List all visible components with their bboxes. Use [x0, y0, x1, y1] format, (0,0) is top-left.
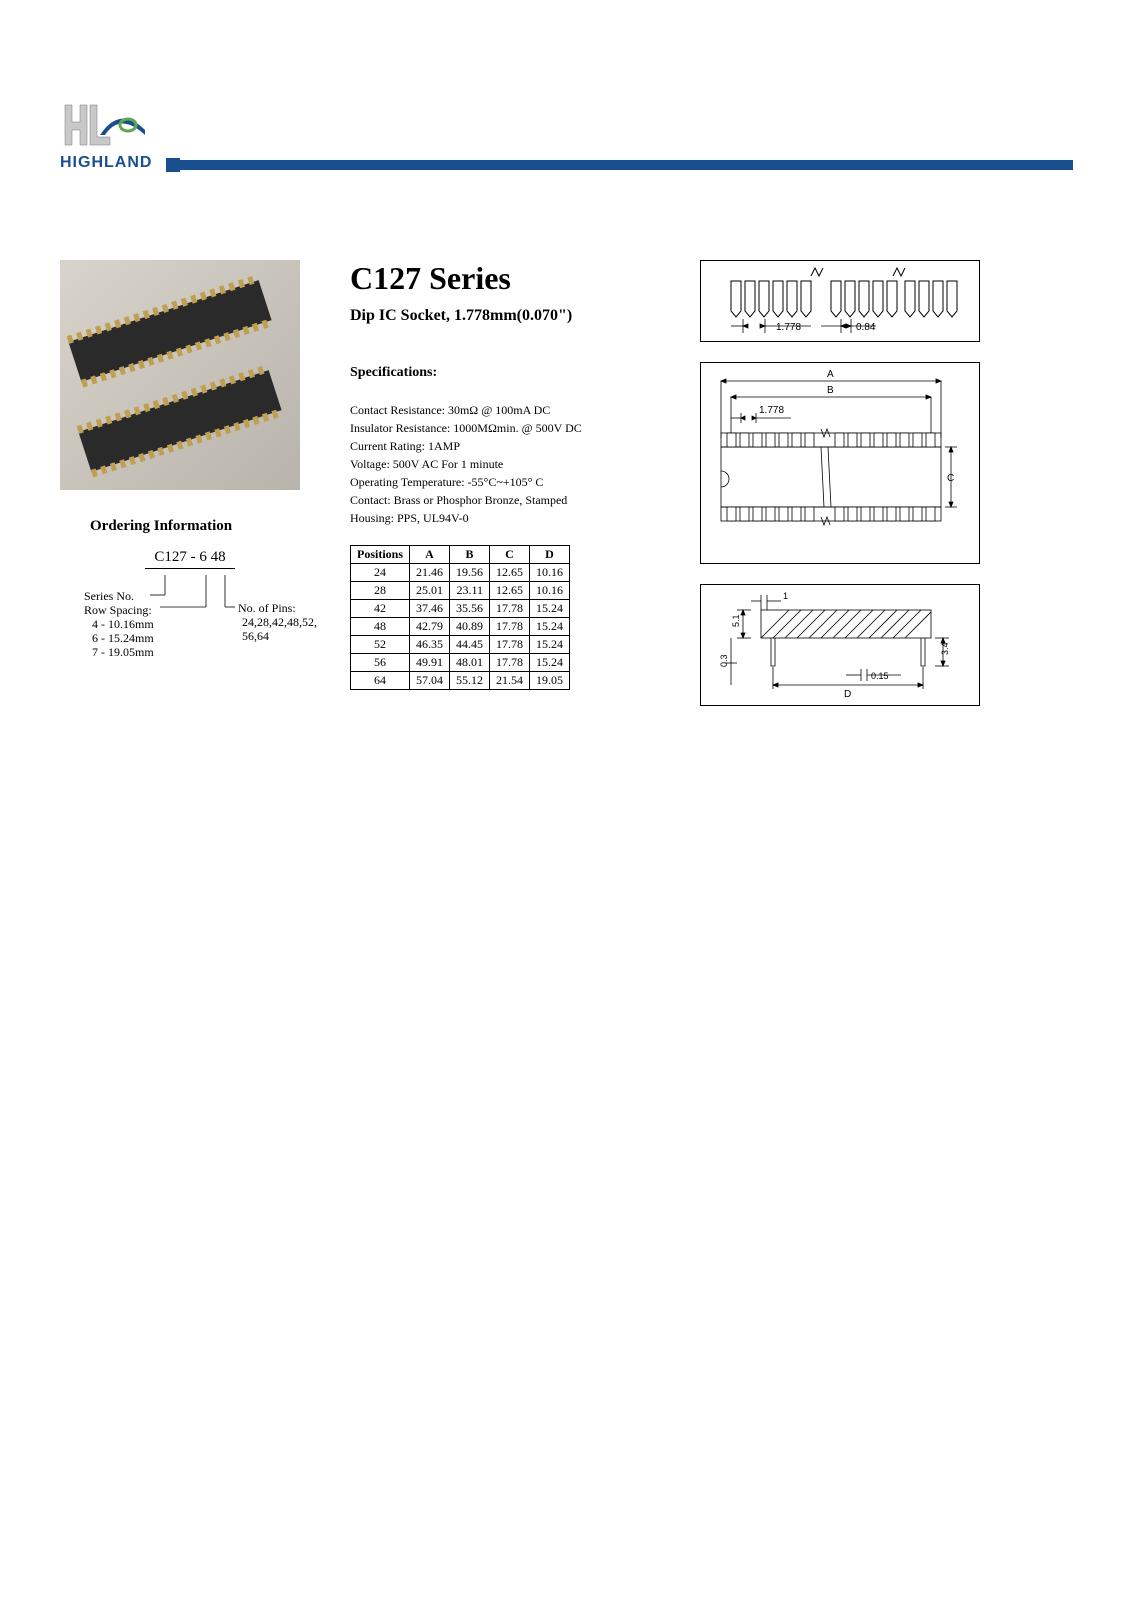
- ordering-heading: Ordering Information: [90, 518, 320, 535]
- dim3-34: 3.4: [940, 642, 950, 655]
- table-cell: 48: [351, 618, 410, 636]
- dim3-D: D: [844, 689, 851, 700]
- spec-line: Contact: Brass or Phosphor Bronze, Stamp…: [350, 491, 670, 509]
- spec-heading: Specifications:: [350, 365, 670, 381]
- table-cell: 23.11: [450, 582, 490, 600]
- diagram-top: 1.778 0.84: [700, 260, 980, 342]
- table-cell: 21.46: [410, 564, 450, 582]
- spec-line: Housing: PPS, UL94V-0: [350, 509, 670, 527]
- dim-B: B: [827, 385, 834, 396]
- table-cell: 17.78: [490, 600, 530, 618]
- spec-list: Contact Resistance: 30mΩ @ 100mA DCInsul…: [350, 401, 670, 527]
- spec-line: Operating Temperature: -55°C~+105° C: [350, 473, 670, 491]
- spec-line: Current Rating: 1AMP: [350, 437, 670, 455]
- brand-text: HIGHLAND: [60, 154, 180, 172]
- diagram-bottom: 1 5.1 0.3 0.15 3.4 D: [700, 584, 980, 706]
- table-header: Positions: [351, 546, 410, 564]
- page-title: C127 Series: [350, 260, 670, 297]
- diagram-middle: A B 1.778 C: [700, 362, 980, 564]
- table-cell: 15.24: [530, 636, 570, 654]
- table-cell: 10.16: [530, 582, 570, 600]
- table-cell: 19.56: [450, 564, 490, 582]
- table-row: 6457.0455.1221.5419.05: [351, 672, 570, 690]
- logo: HIGHLAND: [60, 90, 180, 172]
- table-header: C: [490, 546, 530, 564]
- table-cell: 57.04: [410, 672, 450, 690]
- table-cell: 52: [351, 636, 410, 654]
- table-cell: 12.65: [490, 564, 530, 582]
- table-cell: 17.78: [490, 618, 530, 636]
- table-cell: 10.16: [530, 564, 570, 582]
- spec-line: Contact Resistance: 30mΩ @ 100mA DC: [350, 401, 670, 419]
- table-header: A: [410, 546, 450, 564]
- page-subtitle: Dip IC Socket, 1.778mm(0.070"): [350, 307, 670, 325]
- table-cell: 15.24: [530, 654, 570, 672]
- table-cell: 35.56: [450, 600, 490, 618]
- table-cell: 15.24: [530, 618, 570, 636]
- row-spacing-3: 7 - 19.05mm: [92, 645, 154, 661]
- table-cell: 24: [351, 564, 410, 582]
- dimensions-table: PositionsABCD 2421.4619.5612.6510.162825…: [350, 545, 570, 690]
- ordering-underline: [145, 568, 235, 569]
- table-cell: 49.91: [410, 654, 450, 672]
- table-cell: 46.35: [410, 636, 450, 654]
- table-header: D: [530, 546, 570, 564]
- spec-line: Insulator Resistance: 1000MΩmin. @ 500V …: [350, 419, 670, 437]
- table-row: 4842.7940.8917.7815.24: [351, 618, 570, 636]
- table-row: 5246.3544.4517.7815.24: [351, 636, 570, 654]
- table-cell: 55.12: [450, 672, 490, 690]
- table-cell: 25.01: [410, 582, 450, 600]
- table-cell: 42: [351, 600, 410, 618]
- dim-1778: 1.778: [776, 322, 801, 333]
- table-row: 5649.9148.0117.7815.24: [351, 654, 570, 672]
- table-cell: 64: [351, 672, 410, 690]
- ordering-tree: Series No. Row Spacing: 4 - 10.16mm 6 - …: [60, 575, 320, 695]
- table-cell: 56: [351, 654, 410, 672]
- table-cell: 44.45: [450, 636, 490, 654]
- dim3-1: 1: [783, 591, 788, 601]
- table-row: 2825.0123.1112.6510.16: [351, 582, 570, 600]
- product-photo: [60, 260, 300, 490]
- spec-line: Voltage: 500V AC For 1 minute: [350, 455, 670, 473]
- dim-A: A: [827, 369, 834, 380]
- header-rule: [180, 160, 1073, 170]
- dim3-03: 0.3: [719, 654, 729, 667]
- table-cell: 21.54: [490, 672, 530, 690]
- dim3-51: 5.1: [731, 614, 741, 627]
- table-row: 2421.4619.5612.6510.16: [351, 564, 570, 582]
- dim-084: 0.84: [856, 322, 876, 333]
- table-cell: 15.24: [530, 600, 570, 618]
- table-cell: 17.78: [490, 654, 530, 672]
- table-cell: 28: [351, 582, 410, 600]
- table-header: B: [450, 546, 490, 564]
- table-row: 4237.4635.5617.7815.24: [351, 600, 570, 618]
- table-cell: 12.65: [490, 582, 530, 600]
- table-cell: 42.79: [410, 618, 450, 636]
- table-cell: 40.89: [450, 618, 490, 636]
- table-cell: 17.78: [490, 636, 530, 654]
- table-cell: 19.05: [530, 672, 570, 690]
- dim3-015: 0.15: [871, 671, 889, 681]
- table-cell: 37.46: [410, 600, 450, 618]
- dim-1778b: 1.778: [759, 405, 784, 416]
- dim-C: C: [947, 473, 954, 484]
- pins-2: 56,64: [242, 629, 269, 645]
- table-cell: 48.01: [450, 654, 490, 672]
- ordering-code: C127 - 6 48: [60, 549, 320, 566]
